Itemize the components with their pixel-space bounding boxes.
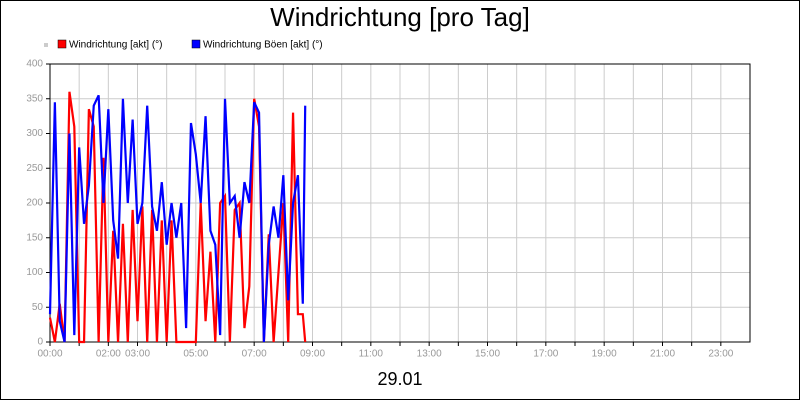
x-tick-label: 00:00	[37, 349, 62, 360]
x-tick-label: 09:00	[300, 349, 325, 360]
y-tick-label: 100	[26, 267, 43, 278]
x-tick-label: 11:00	[359, 349, 384, 360]
legend-swatch	[191, 39, 201, 49]
x-tick-label: 05:00	[183, 349, 208, 360]
y-tick-label: 250	[26, 163, 43, 174]
y-tick-label: 400	[26, 59, 43, 70]
x-tick-label: 07:00	[242, 349, 267, 360]
x-tick-label: 03:00	[125, 349, 150, 360]
x-tick-label: 13:00	[417, 349, 442, 360]
legend-swatch	[57, 39, 67, 49]
data-line	[48, 94, 307, 343]
y-tick-label: 0	[37, 337, 43, 348]
x-tick-label: 19:00	[592, 349, 617, 360]
y-tick-label: 150	[26, 232, 43, 243]
y-tick-label: 50	[32, 302, 44, 313]
x-tick-label: 23:00	[708, 349, 733, 360]
x-tick-label: 21:00	[650, 349, 675, 360]
x-tick-label: 17:00	[533, 349, 558, 360]
legend-marker	[44, 43, 48, 47]
y-tick-label: 300	[26, 128, 43, 139]
y-tick-label: 350	[26, 93, 43, 104]
x-tick-label: 02:00	[96, 349, 121, 360]
x-tick-label: 15:00	[475, 349, 500, 360]
chart-title: Windrichtung [pro Tag]	[270, 2, 530, 32]
y-tick-label: 200	[26, 198, 43, 209]
x-axis-label: 29.01	[377, 369, 422, 389]
legend-label: Windrichtung Böen [akt] (°)	[203, 40, 323, 51]
plot-area	[49, 63, 751, 343]
legend-label: Windrichtung [akt] (°)	[69, 40, 162, 51]
